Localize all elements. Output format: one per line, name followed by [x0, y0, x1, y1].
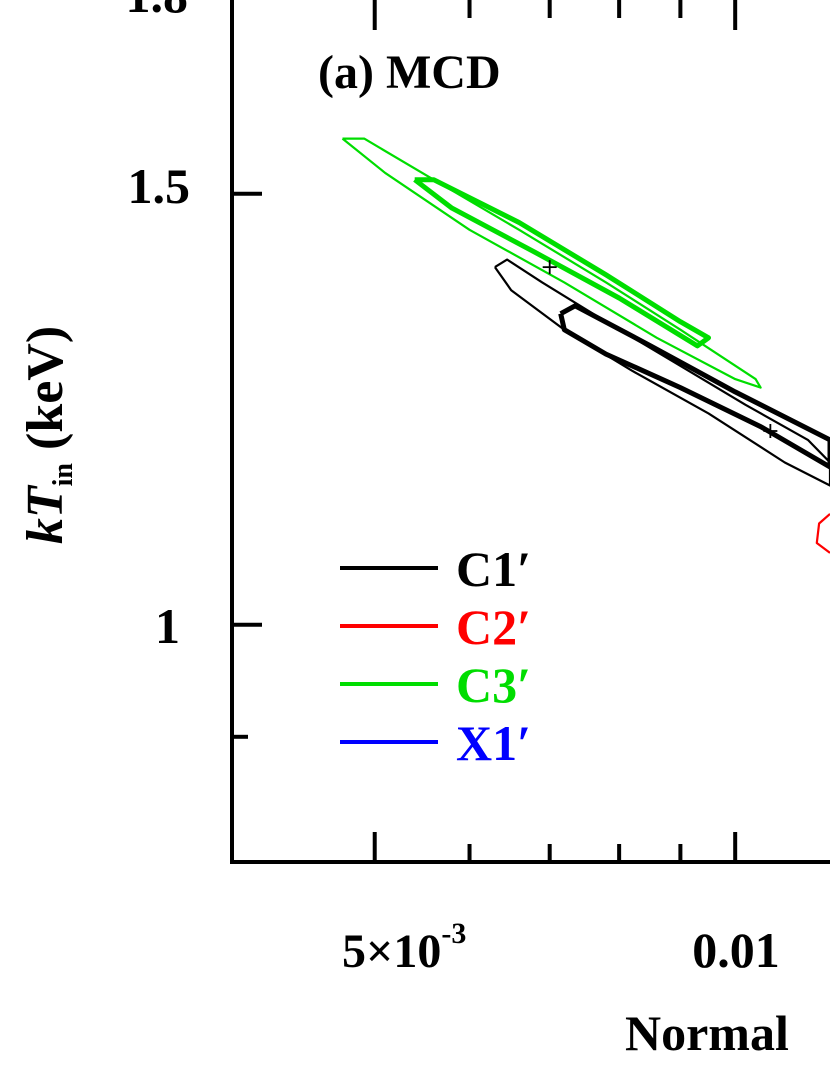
contour-series-0-inner — [558, 303, 830, 470]
x-tick-label-5e-3: 5×10-3 — [342, 917, 466, 978]
ticks — [232, 0, 738, 862]
contour-series-0-outer — [494, 258, 830, 487]
legend-label-series-1: C2′ — [456, 599, 531, 655]
panel-label: (a) MCD — [318, 46, 501, 99]
legend-label-series-0: C1′ — [456, 541, 531, 597]
contour-series-2-inner — [413, 177, 711, 349]
legend: C1′C2′C3′X1′ — [340, 541, 531, 771]
y-tick-label-1: 1 — [155, 598, 180, 654]
legend-label-series-3: X1′ — [456, 715, 531, 771]
best-fit-markers — [542, 260, 778, 438]
y-tick-label-top-partial: 1.8 — [126, 0, 189, 23]
x-axis-label: Normal — [625, 1005, 789, 1061]
best-fit-marker-series-2 — [542, 260, 557, 275]
legend-label-series-2: C3′ — [456, 657, 531, 713]
contours — [341, 137, 830, 554]
axes — [230, 0, 830, 864]
x-tick-label-0.01: 0.01 — [692, 922, 780, 978]
best-fit-marker-series-0 — [763, 424, 778, 438]
y-axis-label: kTin (keV) — [17, 326, 79, 544]
y-tick-label-1.5: 1.5 — [128, 158, 191, 214]
contour-series-1-outer — [815, 513, 830, 554]
